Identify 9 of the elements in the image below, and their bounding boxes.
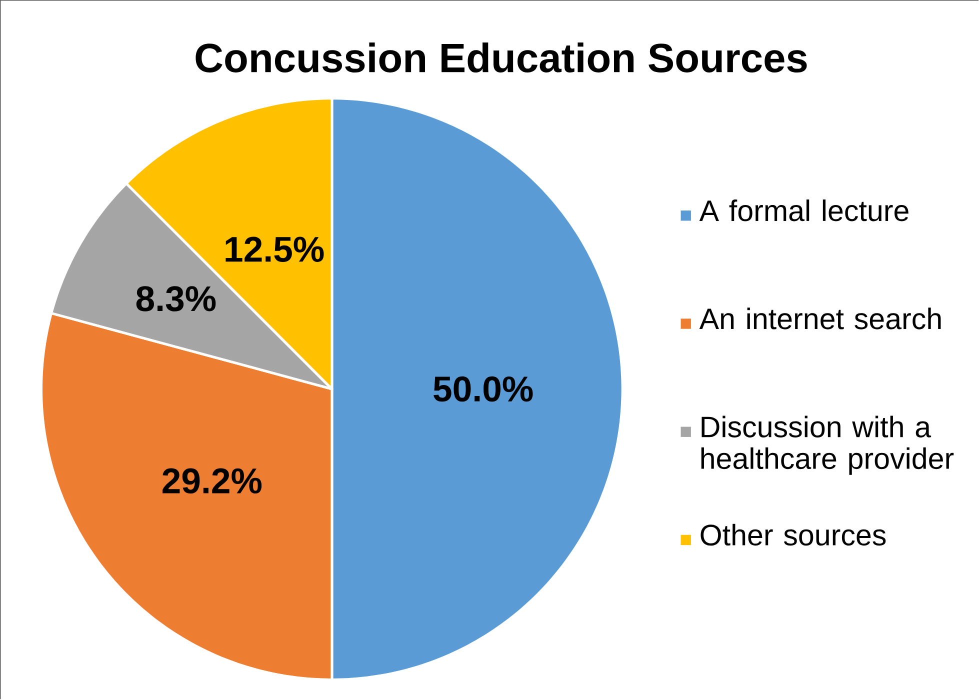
data-label: 29.2%	[162, 468, 262, 494]
legend-label: Other sources	[700, 524, 886, 546]
legend-label: A formal lecture	[699, 200, 908, 222]
data-label: 50.0%	[434, 376, 533, 402]
data-label: 12.5%	[226, 236, 324, 262]
legend-label: An internet search	[699, 308, 941, 330]
legend-label: Discussion with a healthcare provider	[701, 416, 954, 476]
data-label: 8.3%	[136, 286, 216, 312]
chart-title: Concussion Education Sources	[196, 42, 807, 73]
